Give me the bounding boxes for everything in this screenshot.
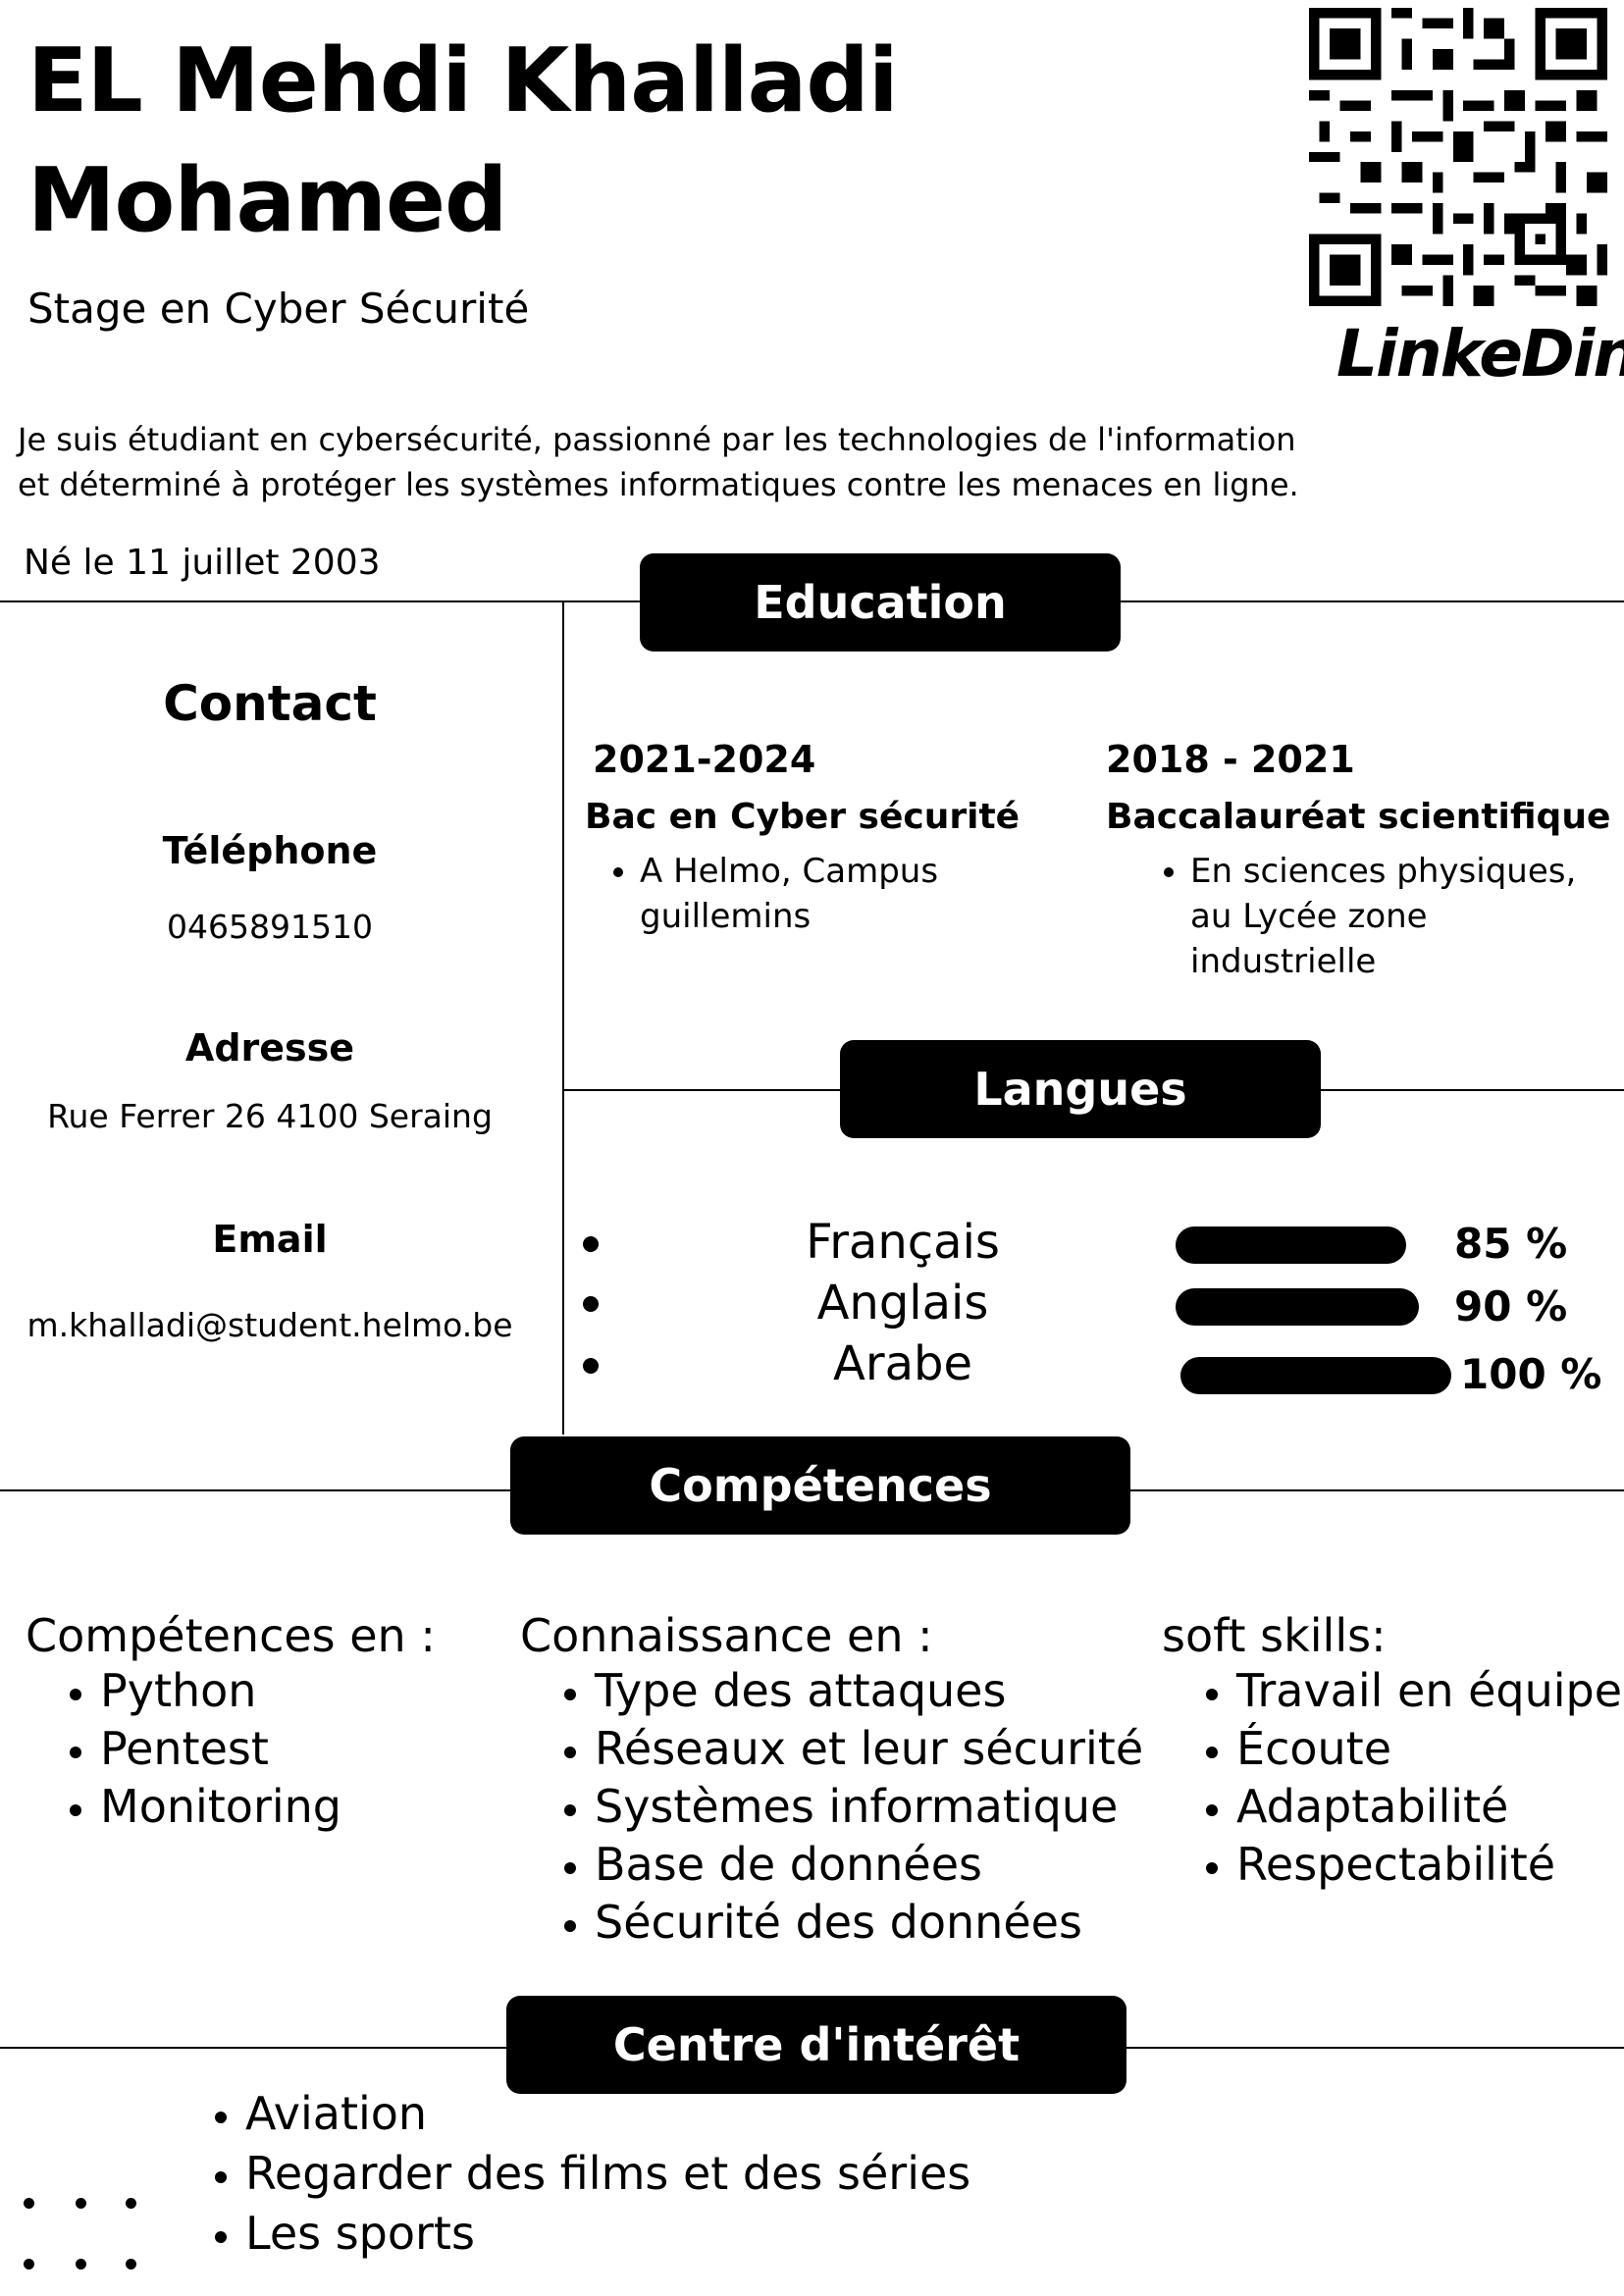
language-level-percent: 90 % [1454,1282,1568,1331]
skills-column: Connaissance en : Type des attaques Rése… [520,1609,1148,1952]
divider-vertical [562,600,564,1435]
bullet-icon [583,1358,599,1374]
list-item: Systèmes informatique [595,1778,1148,1836]
birth-date: Né le 11 juillet 2003 [24,543,381,583]
bullet-icon [583,1236,599,1252]
education-item: 2021-2024 Bac en Cyber sécurité A Helmo,… [585,738,1095,939]
dot-icon [76,2259,86,2270]
skills-list: Type des attaques Réseaux et leur sécuri… [520,1662,1148,1952]
list-item: Respectabilité [1236,1836,1623,1894]
language-level-bar [1176,1288,1419,1326]
list-item: Monitoring [100,1778,516,1836]
email-label: Email [212,1218,328,1261]
contact-title: Contact [163,675,377,732]
language-name: Arabe [833,1336,972,1391]
skills-list: Travail en équipe Écoute Adaptabilité Re… [1162,1662,1623,1894]
list-item: Réseaux et leur sécurité [595,1720,1148,1778]
education-details: En sciences physiques,au Lycée zone indu… [1106,849,1616,984]
section-interests-header: Centre d'intérêt [506,1996,1126,2094]
address-label: Adresse [184,1026,355,1070]
list-item: Adaptabilité [1236,1778,1623,1836]
language-level-percent: 85 % [1454,1220,1568,1268]
language-level-percent: 100 % [1460,1350,1602,1398]
education-detail: En sciences physiques,au Lycée zone indu… [1190,849,1616,984]
phone-value[interactable]: 0465891510 [167,908,373,946]
list-item: Base de données [595,1836,1148,1894]
dot-icon [24,2259,34,2270]
education-years: 2018 - 2021 [1106,738,1355,781]
skills-column-heading: Compétences en : [26,1609,436,1662]
candidate-name: EL Mehdi Khalladi Mohamed [27,22,899,261]
job-title: Stage en Cyber Sécurité [27,285,530,333]
skills-column: Compétences en : Python Pentest Monitori… [26,1609,516,1836]
summary-line-2: et déterminé à protéger les systèmes inf… [18,466,1299,503]
linkedin-label: LinkeDin [1336,316,1624,391]
summary-line-1: Je suis étudiant en cybersécurité, passi… [18,421,1296,458]
skills-list: Python Pentest Monitoring [26,1662,516,1836]
skills-column-heading: Connaissance en : [520,1609,933,1662]
section-skills-header: Compétences [510,1436,1130,1535]
list-item: Sécurité des données [595,1894,1148,1952]
bullet-icon [583,1296,599,1312]
language-name: Anglais [816,1276,989,1331]
list-item: Pentest [100,1720,516,1778]
list-item: Travail en équipe [1236,1662,1623,1720]
education-degree: Bac en Cyber sécurité [585,797,1021,837]
education-degree: Baccalauréat scientifique [1106,797,1611,837]
section-languages-header: Langues [840,1040,1321,1138]
list-item: Écoute [1236,1720,1623,1778]
list-item: Aviation [245,2084,1250,2144]
profile-summary: Je suis étudiant en cybersécurité, passi… [18,417,1372,507]
address-value: Rue Ferrer 26 4100 Seraing [47,1097,493,1135]
language-name: Français [806,1215,1000,1270]
name-line-1: EL Mehdi Khalladi [27,29,899,132]
dot-icon [24,2198,34,2209]
linkedin-qr-code[interactable] [1309,8,1607,306]
list-item: Regarder des films et des séries [245,2144,1250,2204]
interests-section: Aviation Regarder des films et des série… [171,2084,1250,2264]
dot-icon [76,2198,86,2209]
skills-column: soft skills: Travail en équipe Écoute Ad… [1162,1609,1623,1894]
education-years: 2021-2024 [593,738,816,781]
email-value[interactable]: m.khalladi@student.helmo.be [26,1306,513,1344]
language-level-bar [1180,1357,1451,1394]
phone-label: Téléphone [162,829,378,872]
education-item: 2018 - 2021 Baccalauréat scientifique En… [1106,738,1616,984]
dot-icon [126,2259,136,2270]
list-item: Type des attaques [595,1662,1148,1720]
name-line-2: Mohamed [27,149,507,252]
skills-column-heading: soft skills: [1162,1609,1387,1662]
section-education-header: Education [640,553,1121,652]
interests-list: Aviation Regarder des films et des série… [171,2084,1250,2264]
list-item: Python [100,1662,516,1720]
dot-icon [126,2198,136,2209]
list-item: Les sports [245,2204,1250,2264]
language-level-bar [1176,1226,1406,1264]
